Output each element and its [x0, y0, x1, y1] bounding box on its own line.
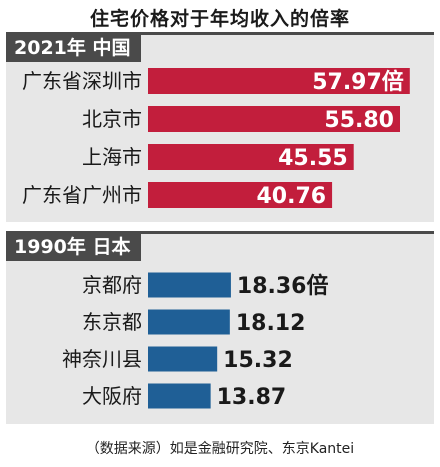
china-header-bg — [6, 32, 141, 62]
japan-panel-rule — [6, 231, 434, 234]
japan-value-label: 15.32 — [223, 348, 293, 373]
japan-header: 1990年 日本 — [14, 235, 131, 258]
china-category-label: 上海市 — [82, 145, 142, 169]
japan-value-label: 18.12 — [236, 311, 306, 336]
chart-title: 住宅价格对于年均收入的倍率 — [89, 8, 350, 30]
japan-category-label: 神奈川县 — [62, 347, 142, 371]
japan-value-label: 18.36倍 — [237, 273, 329, 299]
japan-bar — [148, 346, 218, 372]
japan-category-label: 大阪府 — [82, 384, 142, 408]
china-value-label: 57.97倍 — [312, 69, 404, 95]
japan-header-bg — [6, 231, 141, 261]
china-bar — [148, 68, 410, 94]
china-value-label: 40.76 — [256, 184, 326, 209]
china-category-label: 广东省广州市 — [22, 183, 142, 207]
china-category-label: 北京市 — [82, 107, 142, 131]
china-bar — [148, 182, 333, 208]
china-category-label: 广东省深圳市 — [22, 69, 142, 93]
china-bar — [148, 106, 400, 132]
china-value-label: 55.80 — [324, 108, 394, 133]
japan-bar — [148, 272, 231, 298]
japan-category-label: 东京都 — [82, 310, 142, 334]
japan-category-label: 京都府 — [82, 273, 142, 297]
china-panel-rule — [6, 32, 434, 35]
china-header: 2021年 中国 — [14, 36, 131, 59]
source-note: （数据来源）如是金融研究院、东京Kantei — [85, 441, 355, 457]
japan-bar — [148, 383, 211, 409]
japan-value-label: 13.87 — [217, 385, 287, 410]
china-value-label: 45.55 — [278, 146, 348, 171]
china-bar — [148, 144, 354, 170]
japan-bar — [148, 309, 230, 335]
